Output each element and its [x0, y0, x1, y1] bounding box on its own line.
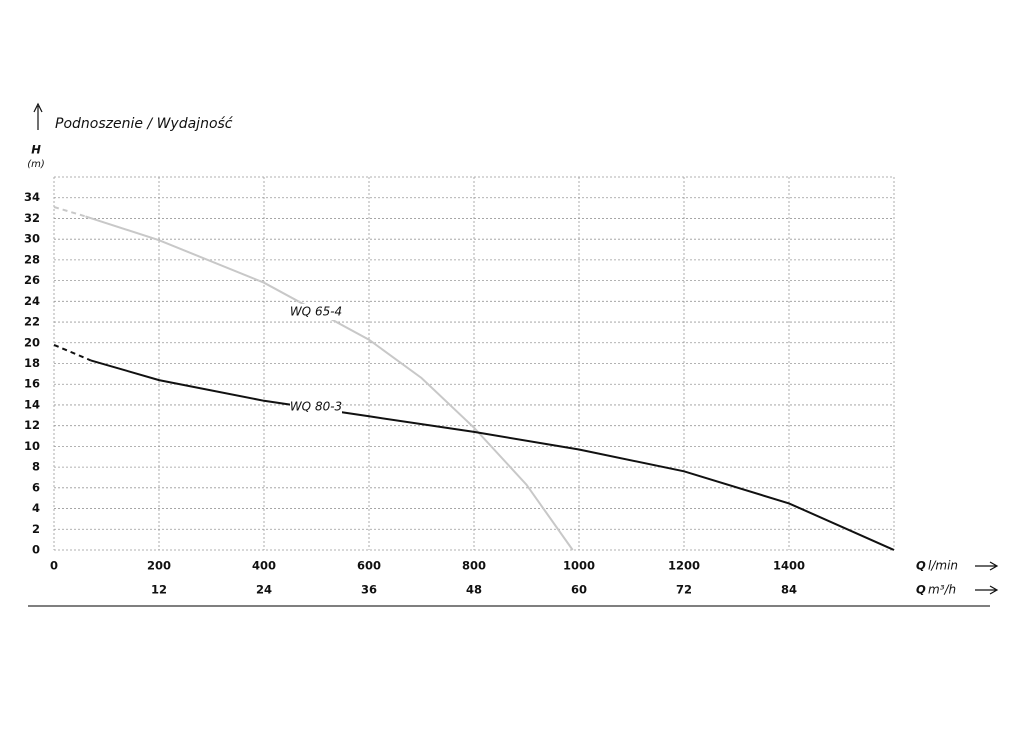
x-axis-symbol: Q	[916, 559, 926, 573]
y-tick-label: 14	[24, 397, 40, 411]
x2-tick-label: 60	[571, 583, 587, 597]
y-arrow-head	[33, 102, 43, 113]
label-background	[290, 399, 342, 415]
x-tick-label: 600	[357, 559, 381, 573]
x-tick-label: 1400	[773, 559, 805, 573]
x-tick-label: 1200	[668, 559, 700, 573]
x2-tick-label: 24	[256, 583, 272, 597]
x2-tick-label: 48	[466, 583, 482, 597]
y-tick-label: 18	[24, 356, 40, 370]
y-tick-label: 24	[24, 294, 40, 308]
x2-tick-label: 12	[151, 583, 167, 597]
y-tick-label: 8	[32, 460, 40, 474]
y-tick-label: 10	[24, 439, 40, 453]
line-dashed	[53, 206, 86, 218]
y-tick-label: 30	[24, 232, 40, 246]
chart-title: Podnoszenie / Wydajność	[55, 116, 234, 132]
x2-tick-label: 72	[676, 583, 692, 597]
line	[85, 215, 574, 551]
y-tick-label: 34	[24, 190, 40, 204]
y-tick-label: 12	[24, 418, 40, 432]
label-background	[290, 304, 342, 320]
x-tick-label: 0	[50, 559, 58, 573]
y-tick-label: 28	[24, 252, 40, 266]
x-tick-label: 1000	[563, 559, 595, 573]
x2-axis-symbol: Q	[916, 583, 926, 597]
x-arrows	[975, 561, 999, 595]
line-dashed	[53, 343, 92, 362]
y-tick-label: 26	[24, 273, 40, 287]
y-tick-label: 22	[24, 315, 40, 329]
y-tick-label: 6	[32, 480, 40, 494]
y-tick-label: 4	[32, 501, 40, 515]
x-tick-label: 200	[147, 559, 171, 573]
series-label: WQ 80-3	[290, 400, 342, 414]
x2-axis-unit: m³/h	[928, 583, 956, 597]
x2-tick-label: 84	[781, 583, 797, 597]
y-tick-label: 0	[32, 543, 40, 557]
x-tick-label: 400	[252, 559, 276, 573]
x2-tick-label: 36	[361, 583, 377, 597]
line	[90, 359, 895, 551]
series-label: WQ 65-4	[290, 305, 342, 319]
x-tick-label: 800	[462, 559, 486, 573]
y-tick-label: 16	[24, 377, 40, 391]
y-axis-unit: (m)	[27, 159, 45, 170]
x-axis-unit: l/min	[928, 559, 958, 573]
y-tick-label: 20	[24, 335, 40, 349]
y-tick-label: 2	[32, 522, 40, 536]
y-tick-label: 32	[24, 211, 40, 225]
y-axis-label: H	[31, 143, 41, 157]
